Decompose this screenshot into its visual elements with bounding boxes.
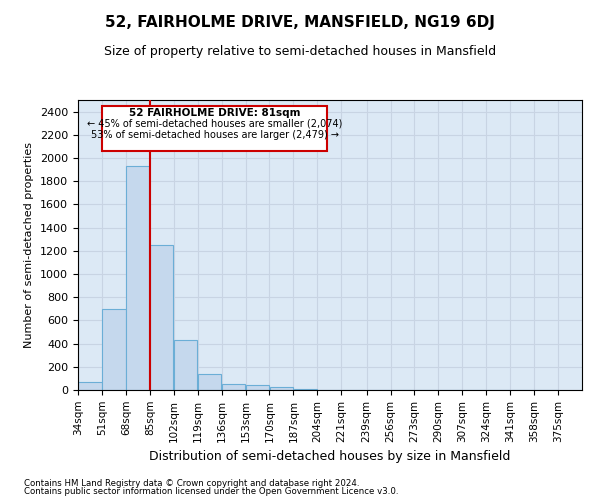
Text: 52, FAIRHOLME DRIVE, MANSFIELD, NG19 6DJ: 52, FAIRHOLME DRIVE, MANSFIELD, NG19 6DJ [105, 15, 495, 30]
Text: ← 45% of semi-detached houses are smaller (2,074): ← 45% of semi-detached houses are smalle… [87, 118, 342, 128]
Bar [174, 340, 197, 390]
Text: Contains public sector information licensed under the Open Government Licence v3: Contains public sector information licen… [24, 487, 398, 496]
Y-axis label: Number of semi-detached properties: Number of semi-detached properties [25, 142, 34, 348]
Text: 53% of semi-detached houses are larger (2,479) →: 53% of semi-detached houses are larger (… [91, 130, 338, 140]
Text: 52 FAIRHOLME DRIVE: 81sqm: 52 FAIRHOLME DRIVE: 81sqm [129, 108, 301, 118]
Bar [294, 389, 317, 390]
X-axis label: Distribution of semi-detached houses by size in Mansfield: Distribution of semi-detached houses by … [149, 450, 511, 463]
Text: Contains HM Land Registry data © Crown copyright and database right 2024.: Contains HM Land Registry data © Crown c… [24, 478, 359, 488]
Bar [79, 382, 101, 390]
Bar [222, 384, 245, 390]
Bar [246, 386, 269, 390]
FancyBboxPatch shape [102, 106, 327, 151]
Bar [198, 374, 221, 390]
Bar [150, 245, 173, 390]
Bar [270, 387, 293, 390]
Bar [102, 309, 125, 390]
Text: Size of property relative to semi-detached houses in Mansfield: Size of property relative to semi-detach… [104, 45, 496, 58]
Bar [126, 166, 149, 390]
